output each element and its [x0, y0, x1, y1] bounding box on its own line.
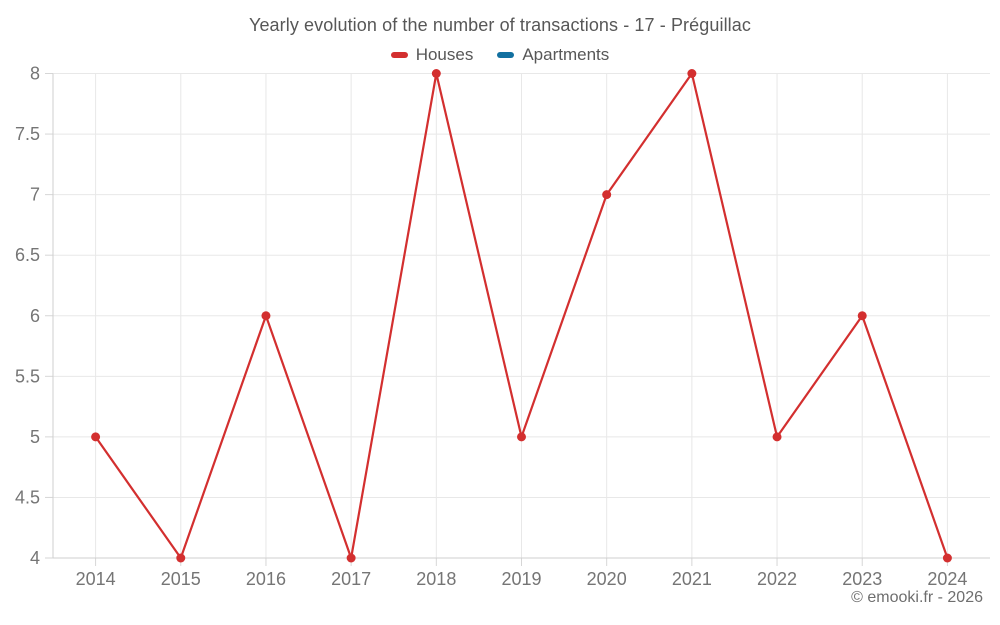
svg-text:8: 8: [30, 64, 40, 84]
svg-text:2017: 2017: [331, 569, 371, 589]
svg-text:2024: 2024: [927, 569, 967, 589]
svg-text:2019: 2019: [501, 569, 541, 589]
svg-text:4: 4: [30, 548, 40, 568]
svg-text:2021: 2021: [672, 569, 712, 589]
apartments-series-swatch-icon: [497, 52, 515, 58]
legend-label-apartments: Apartments: [522, 45, 610, 64]
svg-text:4.5: 4.5: [15, 487, 40, 507]
svg-text:2023: 2023: [842, 569, 882, 589]
svg-text:2015: 2015: [161, 569, 201, 589]
svg-text:2020: 2020: [587, 569, 627, 589]
chart-title: Yearly evolution of the number of transa…: [248, 15, 751, 35]
svg-text:2018: 2018: [416, 569, 456, 589]
legend-item-houses[interactable]: Houses: [390, 45, 474, 65]
svg-text:7: 7: [30, 185, 40, 205]
svg-text:6.5: 6.5: [15, 245, 40, 265]
svg-text:5.5: 5.5: [15, 366, 40, 386]
copyright-text: © emooki.fr - 2026: [851, 589, 983, 606]
svg-text:7.5: 7.5: [15, 124, 40, 144]
svg-text:2014: 2014: [76, 569, 116, 589]
houses-series-swatch-icon: [390, 52, 408, 58]
svg-text:6: 6: [30, 306, 40, 326]
svg-text:2016: 2016: [246, 569, 286, 589]
svg-text:5: 5: [30, 427, 40, 447]
chart-legend: Houses Apartments: [0, 45, 1000, 65]
legend-item-apartments[interactable]: Apartments: [497, 45, 609, 65]
legend-label-houses: Houses: [415, 45, 474, 64]
svg-text:2022: 2022: [757, 569, 797, 589]
